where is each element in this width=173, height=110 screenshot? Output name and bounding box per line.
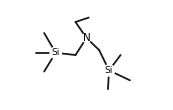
Circle shape	[50, 47, 61, 58]
Text: Si: Si	[105, 66, 113, 75]
Text: Si: Si	[52, 48, 60, 57]
Circle shape	[103, 65, 115, 76]
Text: N: N	[83, 33, 90, 43]
Circle shape	[82, 34, 91, 42]
